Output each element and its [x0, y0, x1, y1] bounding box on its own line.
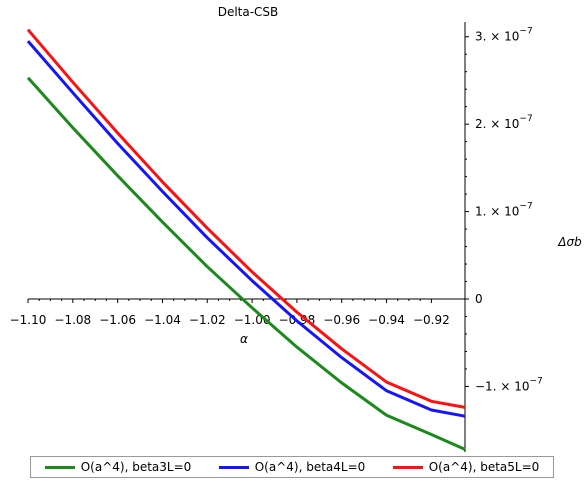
y-tick-label: 3. × 10−7: [475, 27, 533, 44]
series-layer: [26, 28, 466, 451]
x-tick-label: −0.92: [413, 313, 450, 327]
legend-label-series-2: O(a^4), beta4L=0: [254, 460, 366, 474]
series-line-3: [26, 28, 466, 409]
y-tick-label: 1. × 10−7: [475, 202, 533, 219]
y-tick-exponent: −7: [529, 376, 542, 386]
y-tick-label: 0: [475, 292, 483, 306]
series-line-2: [26, 40, 466, 418]
chart-title: Delta-CSB: [218, 5, 279, 19]
x-tick-label: −0.94: [368, 313, 405, 327]
legend-swatch-series-3: [392, 465, 423, 469]
y-tick-label: 2. × 10−7: [475, 114, 533, 131]
x-tick-label: −1.10: [10, 313, 47, 327]
y-tick-exponent: −7: [519, 202, 532, 212]
legend: O(a^4), beta3L=0 O(a^4), beta4L=0 O(a^4)…: [30, 456, 554, 478]
axes: −1.10 −1.08 −1.06 −1.04 −1.02 −1.00 −0.98 −0.96…: [10, 22, 543, 452]
y-tick-exponent: −7: [519, 27, 532, 37]
legend-label-series-1: O(a^4), beta3L=0: [80, 460, 192, 474]
x-tick-label: −1.06: [99, 313, 136, 327]
y-tick-exponent: −7: [519, 114, 532, 124]
x-tick-label: −1.08: [54, 313, 91, 327]
legend-swatch-series-2: [218, 465, 249, 469]
legend-item-series-2: O(a^4), beta4L=0: [218, 460, 366, 474]
y-tick-label: −1. × 10−7: [475, 376, 543, 393]
series-line-1: [26, 76, 466, 451]
x-axis-label: α: [240, 332, 248, 346]
y-axis-label: Δσb: [557, 235, 582, 249]
legend-item-series-3: O(a^4), beta5L=0: [392, 460, 540, 474]
x-tick-label: −1.04: [144, 313, 181, 327]
legend-label-series-3: O(a^4), beta5L=0: [428, 460, 540, 474]
x-tick-label: −0.96: [323, 313, 360, 327]
x-tick-label: −1.02: [189, 313, 226, 327]
legend-swatch-series-1: [44, 465, 75, 469]
legend-item-series-1: O(a^4), beta3L=0: [44, 460, 192, 474]
